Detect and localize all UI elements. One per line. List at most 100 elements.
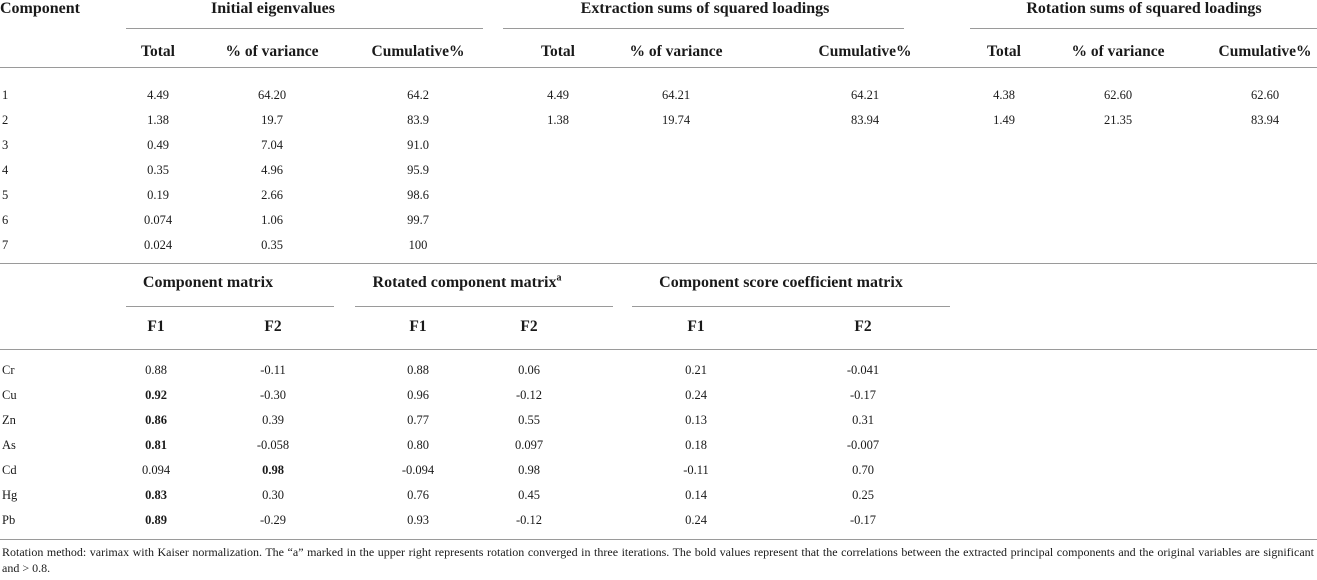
table-cell: 0.14 <box>685 488 707 502</box>
table-cell: 0.31 <box>852 413 874 427</box>
table-cell: 0.13 <box>685 413 707 427</box>
table-cell: 0.83 <box>145 488 167 502</box>
table-cell: 91.0 <box>407 138 429 152</box>
column-header: Total <box>987 43 1021 60</box>
table-cell: -0.11 <box>260 363 286 377</box>
footnote-marker: a <box>556 272 562 284</box>
table-cell: 0.81 <box>145 438 167 452</box>
table-cell: 0.88 <box>145 363 167 377</box>
table-cell: 4.38 <box>993 88 1015 102</box>
component-header: Component <box>0 0 81 17</box>
column-header: % of variance <box>1071 43 1165 60</box>
table-cell: 62.60 <box>1250 88 1280 102</box>
group-title: Rotated component matrixa <box>372 272 562 291</box>
table-cell: 0.86 <box>145 413 167 427</box>
table-cell: 0.80 <box>407 438 429 452</box>
table-cell: 0.70 <box>852 463 874 477</box>
table-cell: -0.058 <box>256 438 290 452</box>
group-title: Rotation sums of squared loadings <box>1026 0 1262 17</box>
component-number: 2 <box>2 113 9 127</box>
table-cell: 0.19 <box>147 188 169 202</box>
table-cell: 0.18 <box>685 438 707 452</box>
table-cell: 1.38 <box>147 113 169 127</box>
table-cell: 64.2 <box>407 88 429 102</box>
table-cell: 0.35 <box>261 238 283 252</box>
table-cell: -0.17 <box>849 388 877 402</box>
column-header: F2 <box>520 318 538 335</box>
table-cell: 62.60 <box>1103 88 1133 102</box>
table-cell: 1.06 <box>261 213 283 227</box>
table-cell: -0.094 <box>401 463 435 477</box>
table-cell: -0.17 <box>849 513 877 527</box>
table-cell: 0.93 <box>407 513 429 527</box>
column-header: Total <box>541 43 575 60</box>
element-label: Cu <box>2 388 17 402</box>
table-cell: -0.29 <box>259 513 287 527</box>
group-underline <box>503 28 904 29</box>
element-label: Cr <box>2 363 15 377</box>
table-cell: 0.30 <box>262 488 284 502</box>
header-rule <box>0 67 1317 68</box>
table-cell: 0.49 <box>147 138 169 152</box>
table-cell: 83.94 <box>850 113 880 127</box>
component-number: 6 <box>2 213 9 227</box>
table-cell: 0.89 <box>145 513 167 527</box>
table-cell: 0.24 <box>685 513 707 527</box>
table-cell: 64.21 <box>850 88 880 102</box>
table-cell: -0.11 <box>683 463 709 477</box>
table-cell: 4.49 <box>147 88 169 102</box>
column-header: Cumulative% <box>371 43 465 60</box>
table-cell: 0.45 <box>518 488 540 502</box>
column-header: Total <box>141 43 175 60</box>
component-number: 4 <box>2 163 9 177</box>
table-cell: 19.74 <box>661 113 691 127</box>
table-cell: 0.92 <box>145 388 167 402</box>
table-cell: 98.6 <box>407 188 429 202</box>
element-label: Hg <box>2 488 18 502</box>
table-cell: 1.49 <box>993 113 1015 127</box>
table-cell: 0.77 <box>407 413 429 427</box>
table-cell: 0.35 <box>147 163 169 177</box>
table-cell: 0.094 <box>141 463 171 477</box>
table-cell: 0.55 <box>518 413 540 427</box>
group-underline <box>632 306 950 307</box>
column-header: Cumulative% <box>818 43 912 60</box>
table-cell: 21.35 <box>1103 113 1133 127</box>
group-title: Extraction sums of squared loadings <box>580 0 830 17</box>
table-cell: 1.38 <box>547 113 569 127</box>
table-cell: 2.66 <box>261 188 283 202</box>
table-cell: 83.94 <box>1250 113 1280 127</box>
table-cell: 0.98 <box>262 463 284 477</box>
table-cell: 0.21 <box>685 363 707 377</box>
bottom-header-rule <box>0 349 1317 350</box>
table-cell: 0.96 <box>407 388 429 402</box>
group-title: Component matrix <box>142 274 274 291</box>
table-cell: 0.097 <box>514 438 544 452</box>
column-header: F1 <box>147 318 165 335</box>
table-bottom-rule <box>0 539 1317 540</box>
table-cell: -0.30 <box>259 388 287 402</box>
table-cell: -0.041 <box>846 363 880 377</box>
column-header: Cumulative% <box>1218 43 1312 60</box>
element-label: Cd <box>2 463 17 477</box>
table-cell: 19.7 <box>261 113 283 127</box>
table-cell: -0.007 <box>846 438 880 452</box>
column-header: F1 <box>409 318 427 335</box>
table-cell: 95.9 <box>407 163 429 177</box>
component-number: 7 <box>2 238 9 252</box>
table-cell: 7.04 <box>261 138 283 152</box>
column-header: F2 <box>854 318 872 335</box>
table-cell: 0.24 <box>685 388 707 402</box>
table-cell: 64.20 <box>257 88 287 102</box>
table-cell: 4.49 <box>547 88 569 102</box>
table-cell: 0.25 <box>852 488 874 502</box>
table-cell: 0.024 <box>143 238 173 252</box>
table-cell: 83.9 <box>407 113 429 127</box>
column-header: F2 <box>264 318 282 335</box>
table-cell: 0.074 <box>143 213 173 227</box>
component-number: 3 <box>2 138 9 152</box>
table-footnote: Rotation method: varimax with Kaiser nor… <box>2 545 1314 575</box>
section-divider <box>0 263 1317 264</box>
column-header: % of variance <box>225 43 319 60</box>
